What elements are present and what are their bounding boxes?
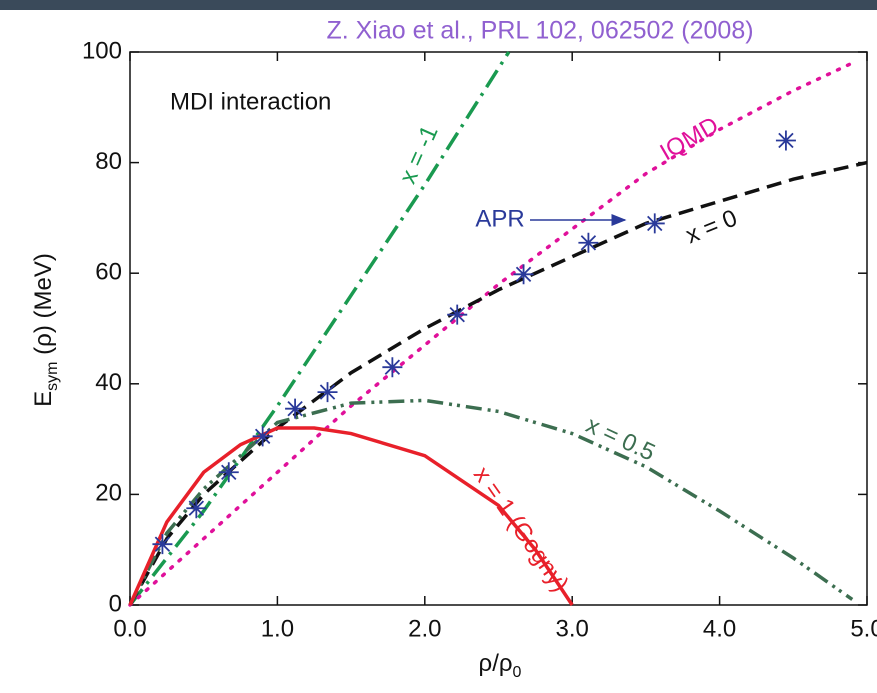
apr-point xyxy=(152,534,173,555)
series-label: x = -1 xyxy=(394,121,443,187)
apr-point xyxy=(578,232,599,253)
apr-point xyxy=(513,264,534,285)
x-axis-label: ρ/ρ0 xyxy=(479,650,522,681)
x-label-main: ρ/ρ xyxy=(479,650,513,677)
x-tick-label: 0.0 xyxy=(113,615,146,642)
chart-title: Z. Xiao et al., PRL 102, 062502 (2008) xyxy=(326,17,753,45)
series-label: IQMD xyxy=(656,112,724,167)
apr-point xyxy=(186,498,207,519)
series-label: x = 1 (Gogny) xyxy=(468,462,574,597)
series-label: APR xyxy=(475,205,524,232)
y-label-rest: (ρ) (MeV) xyxy=(30,253,57,361)
y-tick-label: 0 xyxy=(109,590,122,617)
y-tick-label: 60 xyxy=(95,259,122,286)
series-line xyxy=(128,160,868,606)
x-tick-label: 1.0 xyxy=(261,615,294,642)
apr-point xyxy=(317,382,338,403)
series-line xyxy=(128,51,511,607)
apr-point xyxy=(644,213,665,234)
y-label-sub: sym xyxy=(44,361,61,390)
annotation: MDI interaction xyxy=(170,88,331,115)
y-tick-label: 40 xyxy=(95,369,122,396)
apr-point xyxy=(447,304,468,325)
series-line xyxy=(128,61,855,607)
apr-point xyxy=(218,462,239,483)
apr-point xyxy=(285,398,306,419)
x-tick-label: 3.0 xyxy=(556,615,589,642)
series-line xyxy=(128,398,854,606)
top-strip xyxy=(0,0,877,10)
series-label: x = 0.5 xyxy=(582,411,659,466)
x-tick-label: 4.0 xyxy=(703,615,736,642)
apr-point xyxy=(382,357,403,378)
apr-point xyxy=(775,130,796,151)
plot-frame xyxy=(129,51,868,606)
y-tick-label: 80 xyxy=(95,148,122,175)
y-tick-label: 100 xyxy=(82,37,122,64)
x-label-sub: 0 xyxy=(513,664,522,681)
y-axis-label: Esym (ρ) (MeV) xyxy=(30,253,61,407)
y-tick-label: 20 xyxy=(95,480,122,507)
apr-point xyxy=(252,426,273,447)
y-label-main: E xyxy=(30,391,57,407)
x-tick-label: 2.0 xyxy=(408,615,441,642)
series-line xyxy=(128,426,574,606)
x-tick-label: 5.0 xyxy=(850,615,877,642)
